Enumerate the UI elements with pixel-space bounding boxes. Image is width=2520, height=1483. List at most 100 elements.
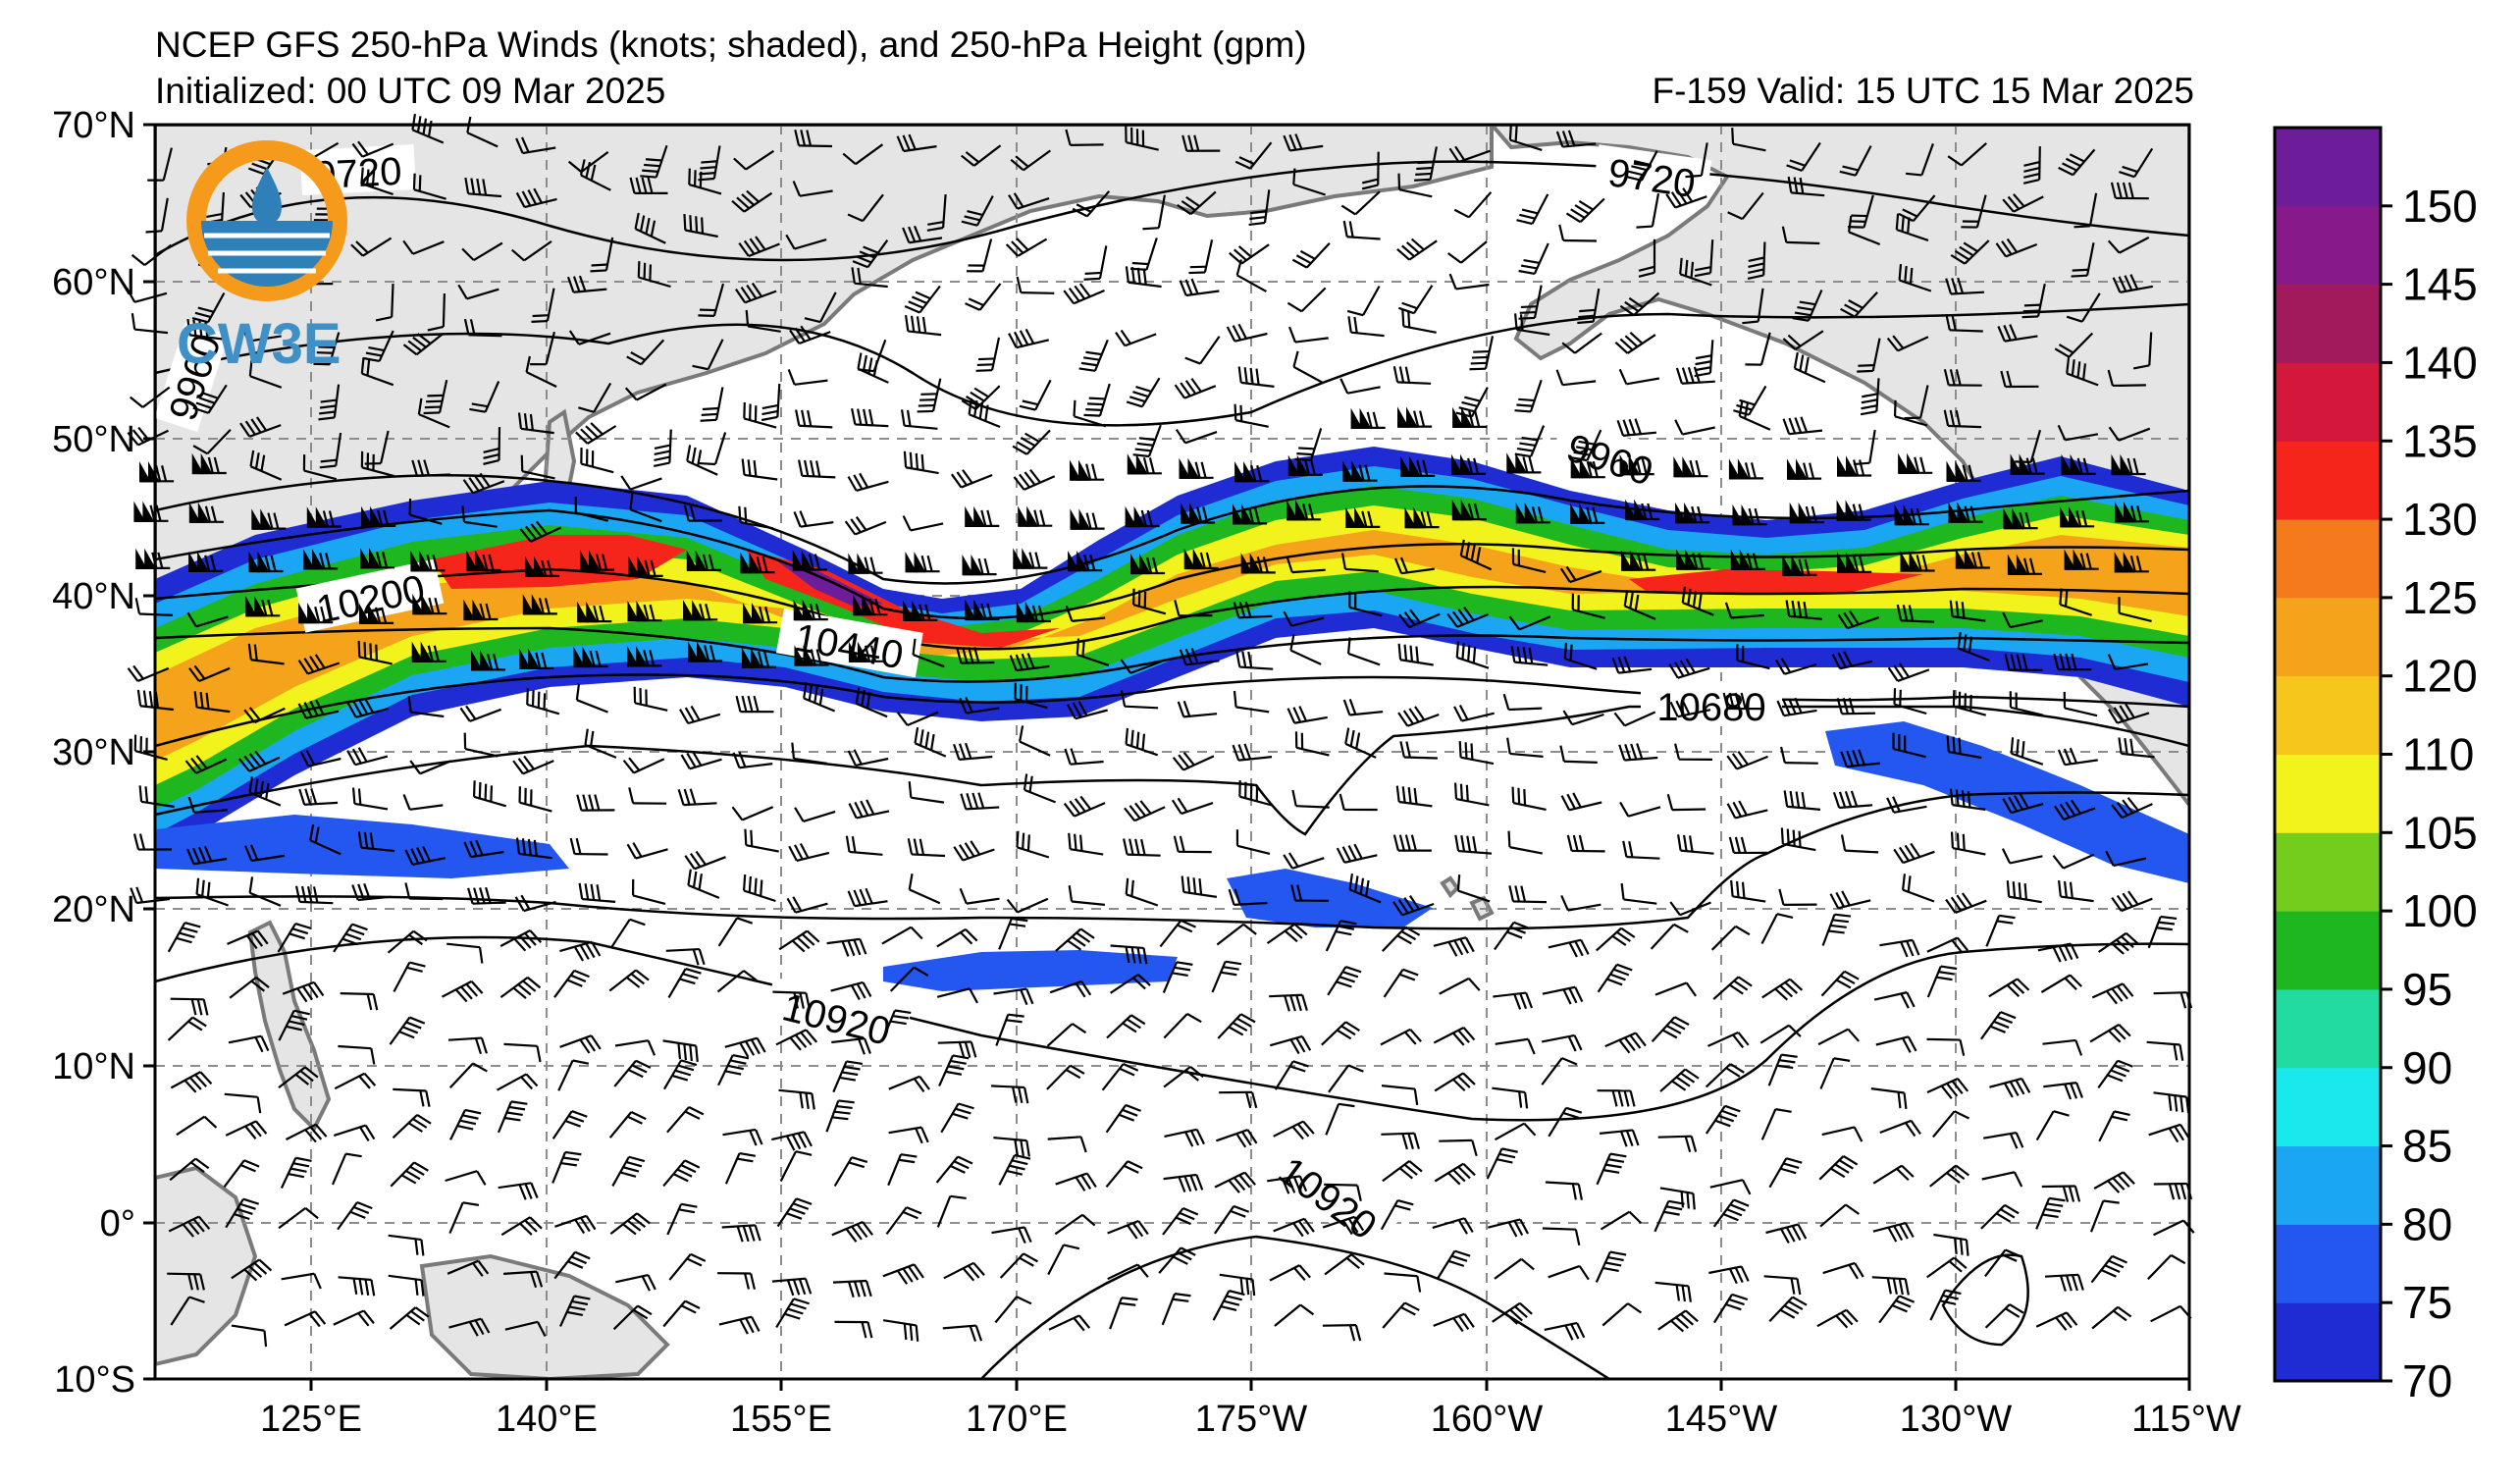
wind-barb	[1839, 145, 1872, 177]
wind-barb	[245, 596, 281, 617]
wind-barb	[2042, 1038, 2083, 1056]
wind-barb	[1432, 1217, 1474, 1235]
wind-barb	[568, 330, 611, 345]
wind-barb	[231, 1258, 273, 1282]
wind-barb	[1742, 288, 1764, 325]
wind-barb	[1980, 1011, 2017, 1040]
wind-barb	[1013, 468, 1056, 491]
wind-barb	[357, 831, 395, 853]
wind-barb	[1132, 424, 1162, 458]
wind-barb	[251, 508, 287, 530]
wind-barb	[1125, 877, 1159, 907]
north-america-landmass	[1489, 125, 2189, 809]
wind-barb	[1289, 634, 1322, 665]
wind-barb	[1161, 1293, 1191, 1326]
wind-barb	[2040, 974, 2082, 993]
wind-barb	[195, 877, 229, 907]
wind-barb	[666, 1202, 698, 1236]
wind-barb	[404, 882, 444, 901]
wind-barb	[1947, 142, 1987, 167]
wind-barb	[1344, 727, 1377, 759]
wind-barb	[1570, 429, 1602, 462]
lon-label-115w: 115°W	[2131, 1399, 2241, 1440]
wind-barb	[1213, 1204, 1250, 1235]
wind-barb	[1622, 840, 1660, 860]
wind-barb	[2107, 369, 2146, 388]
colorbar-label: 85	[2402, 1121, 2452, 1172]
wind-barb	[744, 828, 779, 853]
wind-barb	[1821, 913, 1852, 946]
wind-barb	[461, 505, 498, 528]
wind-barb	[566, 275, 607, 293]
wind-barb	[525, 556, 560, 578]
wind-barb	[559, 1295, 591, 1327]
wind-barb	[999, 1252, 1038, 1279]
colorbar-label: 135	[2402, 415, 2478, 466]
wind-barb	[2090, 1254, 2127, 1284]
wind-barb	[1657, 1135, 1698, 1153]
wind-barb	[1396, 406, 1433, 428]
wind-barb	[2058, 148, 2096, 177]
wind-barb	[1793, 351, 1826, 384]
wind-barb	[1163, 1013, 1202, 1039]
wind-barb	[907, 838, 946, 858]
wind-barb	[1283, 133, 1324, 152]
wind-barb	[1819, 1057, 1851, 1089]
wind-barb	[1873, 991, 1916, 1009]
wind-barb	[1382, 926, 1421, 952]
wind-barb	[1984, 1248, 2021, 1278]
wind-barb	[1780, 827, 1816, 852]
wind-barb	[1636, 192, 1660, 229]
wind-barb	[2105, 850, 2147, 868]
wind-barb	[775, 1029, 817, 1051]
wind-barb	[626, 842, 668, 860]
wind-barb	[392, 1113, 432, 1139]
wind-barb	[1248, 189, 1271, 227]
wind-barb	[530, 331, 555, 366]
wind-barb	[2009, 691, 2044, 716]
cw3e-logo: CW3E	[177, 140, 347, 376]
wind-barb	[186, 318, 224, 341]
wind-barb	[463, 732, 499, 758]
wind-barb	[138, 785, 175, 809]
wind-barb	[1214, 1171, 1256, 1193]
wind-barb	[665, 947, 706, 966]
wind-barb	[699, 432, 727, 466]
wind-barb	[1232, 743, 1273, 762]
wind-barb	[722, 1128, 763, 1146]
wind-barb	[1950, 831, 1986, 856]
wind-barb	[1340, 553, 1379, 573]
wind-barb	[771, 1277, 813, 1297]
wind-barb	[446, 942, 484, 964]
wind-barb	[847, 193, 884, 223]
wind-barb	[278, 1207, 319, 1230]
wind-barb	[637, 261, 671, 289]
wind-barb	[1453, 782, 1490, 807]
wind-barb	[832, 1279, 872, 1298]
wind-barb	[2035, 1110, 2070, 1141]
wind-barb	[1837, 609, 1880, 630]
wind-barb	[498, 1182, 539, 1200]
wind-barb	[2111, 797, 2153, 820]
wind-barb	[938, 1054, 970, 1086]
wind-barb	[1722, 692, 1761, 711]
wind-barb	[1926, 936, 1969, 954]
wind-barb	[1765, 1223, 1808, 1245]
wind-barb	[1046, 1023, 1087, 1047]
wind-barb	[1775, 658, 1817, 675]
colorbar-swatch	[2275, 597, 2381, 677]
wind-barb	[309, 823, 341, 856]
wind-barb	[1837, 552, 1872, 573]
wind-barb	[517, 412, 554, 435]
wind-barb	[1006, 897, 1049, 914]
wind-barb	[717, 917, 754, 947]
wind-barb	[1728, 458, 1763, 480]
lat-label-60n: 60°N	[52, 262, 135, 303]
wind-barb	[848, 799, 890, 820]
wind-barb	[1506, 737, 1544, 758]
wind-barb	[1618, 743, 1658, 762]
wind-barb	[448, 1062, 488, 1089]
wind-barb	[1831, 651, 1873, 670]
wind-barb	[248, 551, 284, 573]
wind-barb	[1669, 901, 1711, 917]
